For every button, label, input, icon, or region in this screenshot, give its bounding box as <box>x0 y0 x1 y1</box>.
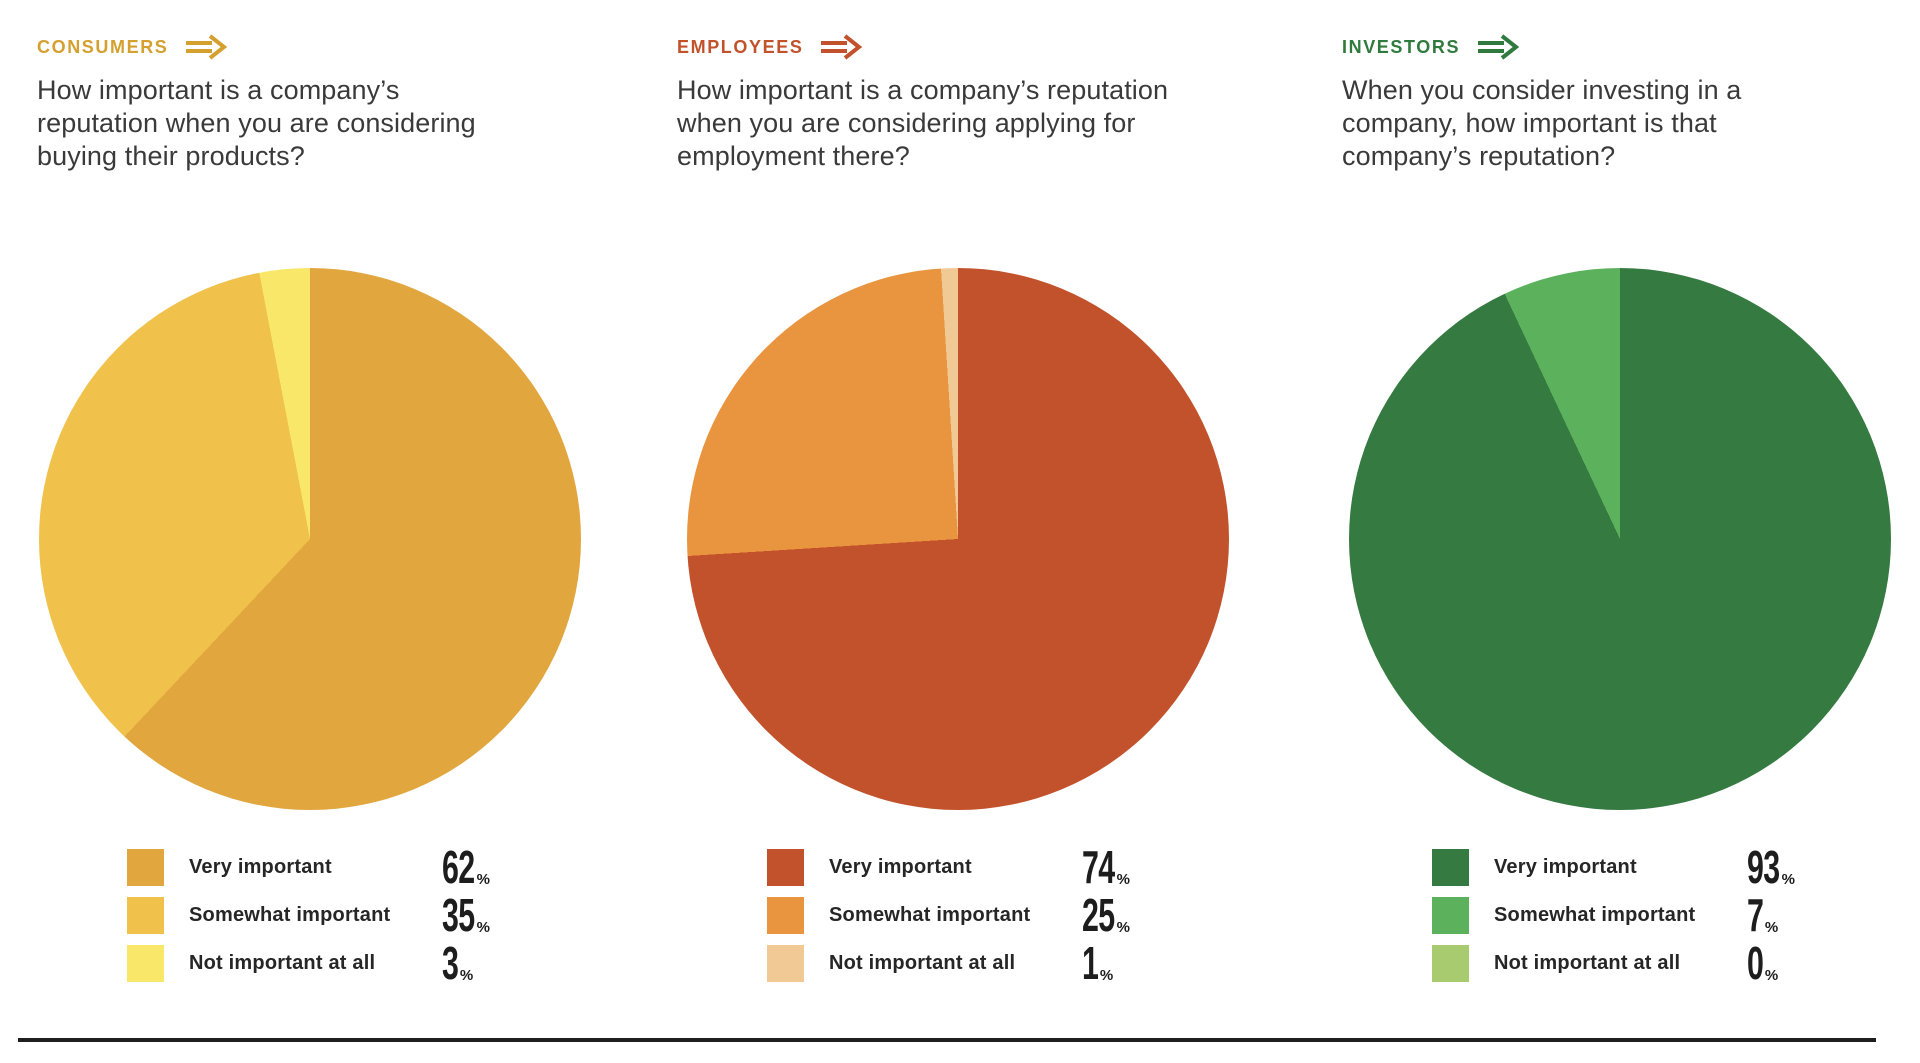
question-line: reputation when you are considering <box>37 108 476 138</box>
question-line: employment there? <box>677 141 910 171</box>
legend-swatch-not-important <box>127 944 164 982</box>
right-double-arrow-icon <box>1478 34 1520 60</box>
legend-label: Not important at all <box>189 951 376 974</box>
legend-row: Somewhat important 35% <box>127 891 490 939</box>
investors-panel: INVESTORS When you consider investing in… <box>1342 0 1920 1063</box>
legend-label: Very important <box>829 855 972 878</box>
legend-swatch-not-important <box>1432 944 1469 982</box>
survey-question-consumers: How important is a company’s reputation … <box>37 74 476 173</box>
investors-header: INVESTORS <box>1342 34 1520 60</box>
question-line: when you are considering applying for <box>677 108 1136 138</box>
legend-value: 62% <box>442 841 490 893</box>
pie-chart-investors <box>1349 268 1891 810</box>
legend-row: Very important 74% <box>767 843 1130 891</box>
question-line: When you consider investing in a <box>1342 75 1742 105</box>
question-line: company, how important is that <box>1342 108 1717 138</box>
legend-value: 74% <box>1082 841 1130 893</box>
legend-consumers: Very important 62% Somewhat important 35… <box>127 843 490 987</box>
legend-label: Not important at all <box>1494 951 1681 974</box>
legend-swatch-somewhat-important <box>127 896 164 934</box>
legend-row: Not important at all 0% <box>1432 939 1795 987</box>
legend-row: Not important at all 3% <box>127 939 490 987</box>
legend-row: Somewhat important 25% <box>767 891 1130 939</box>
legend-swatch-very-important <box>127 848 164 886</box>
group-label-employees: EMPLOYEES <box>677 36 804 57</box>
survey-question-employees: How important is a company’s reputation … <box>677 74 1168 173</box>
legend-swatch-not-important <box>767 944 804 982</box>
legend-row: Very important 93% <box>1432 843 1795 891</box>
legend-value: 25% <box>1082 889 1130 941</box>
legend-label: Not important at all <box>829 951 1016 974</box>
employees-header: EMPLOYEES <box>677 34 863 60</box>
legend-row: Not important at all 1% <box>767 939 1130 987</box>
group-label-consumers: CONSUMERS <box>37 36 169 57</box>
legend-value: 1% <box>1082 937 1114 989</box>
legend-employees: Very important 74% Somewhat important 25… <box>767 843 1130 987</box>
right-double-arrow-icon <box>821 34 863 60</box>
bottom-rule <box>18 1038 1876 1042</box>
legend-investors: Very important 93% Somewhat important 7%… <box>1432 843 1795 987</box>
consumers-panel: CONSUMERS How important is a company’s r… <box>37 0 617 1063</box>
legend-label: Somewhat important <box>1494 903 1696 926</box>
legend-label: Somewhat important <box>829 903 1031 926</box>
legend-swatch-very-important <box>767 848 804 886</box>
question-line: How important is a company’s reputation <box>677 75 1169 105</box>
legend-label: Very important <box>1494 855 1637 878</box>
legend-row: Somewhat important 7% <box>1432 891 1795 939</box>
legend-swatch-somewhat-important <box>767 896 804 934</box>
pie-chart-consumers <box>39 268 581 810</box>
legend-value: 0% <box>1747 937 1779 989</box>
legend-swatch-very-important <box>1432 848 1469 886</box>
legend-label: Somewhat important <box>189 903 391 926</box>
legend-value: 7% <box>1747 889 1779 941</box>
legend-value: 93% <box>1747 841 1795 893</box>
question-line: company’s reputation? <box>1342 141 1616 171</box>
legend-row: Very important 62% <box>127 843 490 891</box>
legend-value: 3% <box>442 937 474 989</box>
question-line: buying their products? <box>37 141 305 171</box>
employees-panel: EMPLOYEES How important is a company’s r… <box>677 0 1257 1063</box>
right-double-arrow-icon <box>186 34 228 60</box>
consumers-header: CONSUMERS <box>37 34 228 60</box>
legend-value: 35% <box>442 889 490 941</box>
group-label-investors: INVESTORS <box>1342 36 1461 57</box>
question-line: How important is a company’s <box>37 75 400 105</box>
survey-question-investors: When you consider investing in a company… <box>1342 74 1741 173</box>
pie-chart-employees <box>687 268 1229 810</box>
legend-label: Very important <box>189 855 332 878</box>
legend-swatch-somewhat-important <box>1432 896 1469 934</box>
